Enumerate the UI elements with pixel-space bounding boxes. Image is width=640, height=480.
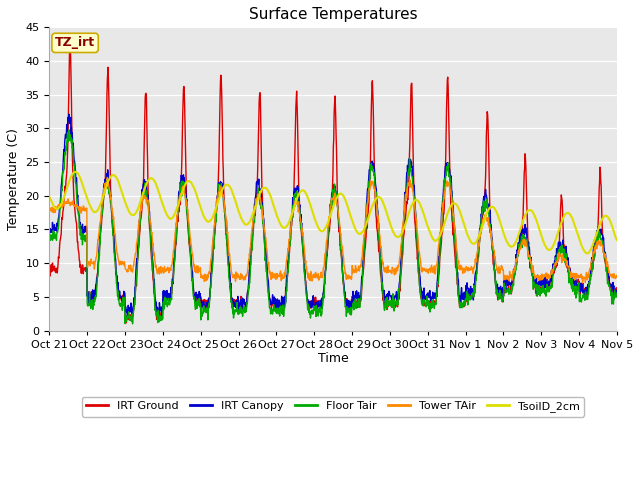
Line: TsoilD_2cm: TsoilD_2cm	[49, 172, 617, 253]
Tower TAir	[546, 275, 554, 281]
IRT Canopy	[422, 297, 430, 302]
TsoilD_2cm	[158, 200, 166, 205]
Floor Tair	[422, 304, 430, 310]
IRT Canopy	[613, 288, 621, 294]
TsoilD_2cm	[72, 169, 79, 175]
Tower TAir	[613, 272, 621, 278]
Floor Tair	[613, 290, 621, 296]
Floor Tair	[129, 321, 136, 327]
IRT Canopy	[159, 307, 166, 312]
Line: Tower TAir: Tower TAir	[49, 177, 617, 282]
TsoilD_2cm	[583, 251, 591, 256]
Floor Tair	[236, 310, 244, 316]
Floor Tair	[547, 283, 554, 289]
X-axis label: Time: Time	[318, 352, 349, 365]
Y-axis label: Temperature (C): Temperature (C)	[7, 128, 20, 230]
IRT Ground	[66, 39, 74, 45]
IRT Ground	[236, 302, 244, 308]
TsoilD_2cm	[236, 210, 243, 216]
Line: IRT Canopy: IRT Canopy	[49, 114, 617, 317]
Tower TAir	[158, 268, 166, 274]
Tower TAir	[582, 279, 589, 285]
Floor Tair	[65, 127, 73, 133]
TsoilD_2cm	[172, 208, 180, 214]
Floor Tair	[45, 236, 53, 241]
Line: IRT Ground: IRT Ground	[49, 42, 617, 323]
IRT Canopy	[236, 305, 244, 311]
IRT Canopy	[547, 276, 554, 281]
Text: TZ_irt: TZ_irt	[55, 36, 95, 49]
IRT Ground	[159, 316, 166, 322]
TsoilD_2cm	[613, 237, 621, 243]
IRT Ground	[613, 285, 621, 290]
IRT Ground	[122, 320, 130, 326]
IRT Canopy	[124, 314, 131, 320]
Tower TAir	[496, 271, 504, 276]
IRT Canopy	[45, 231, 53, 237]
Tower TAir	[172, 222, 180, 228]
IRT Ground	[422, 302, 430, 308]
Tower TAir	[104, 174, 111, 180]
IRT Ground	[547, 278, 554, 284]
TsoilD_2cm	[546, 247, 554, 253]
IRT Ground	[173, 238, 180, 243]
TsoilD_2cm	[45, 194, 53, 200]
Legend: IRT Ground, IRT Canopy, Floor Tair, Tower TAir, TsoilD_2cm: IRT Ground, IRT Canopy, Floor Tair, Towe…	[82, 397, 584, 417]
Floor Tair	[497, 288, 504, 293]
TsoilD_2cm	[496, 218, 504, 224]
Tower TAir	[236, 276, 243, 282]
Floor Tair	[159, 315, 166, 321]
Floor Tair	[173, 232, 180, 238]
TsoilD_2cm	[422, 217, 429, 223]
Title: Surface Temperatures: Surface Temperatures	[249, 7, 417, 22]
Tower TAir	[45, 207, 53, 213]
IRT Ground	[497, 293, 504, 299]
IRT Canopy	[497, 292, 504, 298]
IRT Canopy	[65, 111, 73, 117]
Line: Floor Tair: Floor Tair	[49, 130, 617, 324]
IRT Ground	[45, 265, 53, 271]
Tower TAir	[422, 268, 429, 274]
IRT Canopy	[173, 221, 180, 227]
